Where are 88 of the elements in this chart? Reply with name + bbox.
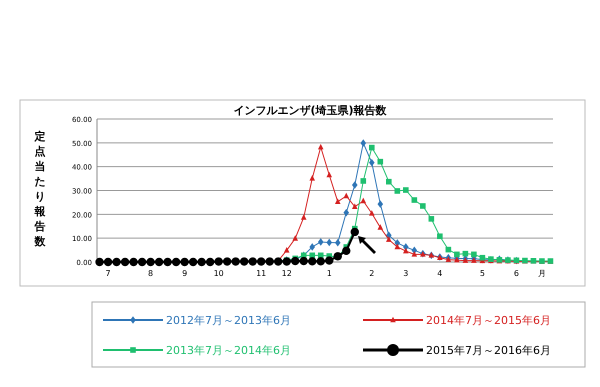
point xyxy=(138,258,146,266)
x-tick-label: 1 xyxy=(326,269,332,278)
point xyxy=(446,256,452,262)
point xyxy=(403,248,409,254)
point xyxy=(446,246,452,252)
x-tick-label: 2 xyxy=(369,269,374,278)
point xyxy=(309,175,316,181)
point xyxy=(420,203,426,209)
point xyxy=(352,203,358,210)
point xyxy=(471,252,477,258)
point xyxy=(240,257,248,266)
point xyxy=(129,258,138,266)
x-tick-label: 5 xyxy=(480,269,485,278)
point xyxy=(256,257,266,266)
x-tick-label: 11 xyxy=(256,269,266,278)
point xyxy=(300,256,308,266)
point xyxy=(342,246,350,255)
point xyxy=(197,258,206,266)
text: 2015年7月～2016年6月 xyxy=(426,344,551,357)
point xyxy=(394,188,400,194)
point xyxy=(222,257,232,266)
point xyxy=(248,257,257,266)
x-tick-label: 3 xyxy=(403,269,408,278)
point xyxy=(378,224,384,230)
x-tick-label: 10 xyxy=(214,269,224,278)
point xyxy=(378,200,384,208)
point xyxy=(360,139,366,147)
point xyxy=(326,172,332,178)
x-tick-label: 12 xyxy=(282,269,292,278)
point xyxy=(352,181,358,189)
point xyxy=(378,158,384,164)
point xyxy=(325,256,334,265)
point xyxy=(318,144,324,150)
y-axis-title: 定点当たり報告数 xyxy=(34,130,46,248)
point xyxy=(334,238,341,246)
point xyxy=(112,258,121,266)
point xyxy=(412,251,418,257)
text: 2014年7月～2015年6月 xyxy=(426,314,551,327)
x-tick-label: 6 xyxy=(514,269,519,278)
point xyxy=(309,243,316,251)
point xyxy=(437,233,443,240)
point xyxy=(206,258,214,266)
point xyxy=(146,258,155,266)
point xyxy=(462,250,468,256)
point xyxy=(120,258,130,266)
point xyxy=(231,257,240,266)
point xyxy=(334,198,341,204)
point xyxy=(95,258,104,266)
point xyxy=(386,178,392,184)
point xyxy=(471,257,477,263)
point xyxy=(368,158,375,166)
point xyxy=(316,257,325,266)
point xyxy=(350,228,359,236)
point xyxy=(368,210,375,216)
point xyxy=(343,192,350,198)
point xyxy=(454,252,460,258)
point xyxy=(300,214,307,220)
point xyxy=(308,257,316,266)
point xyxy=(360,198,366,204)
point xyxy=(386,236,392,242)
point xyxy=(403,187,409,193)
point xyxy=(163,258,172,266)
point xyxy=(104,258,112,266)
point xyxy=(343,208,350,216)
point xyxy=(368,144,375,150)
x-tick-label: 月 xyxy=(538,269,546,278)
point xyxy=(480,254,486,261)
point xyxy=(154,258,164,266)
point xyxy=(428,216,434,222)
x-tick-label: 8 xyxy=(148,269,154,278)
x-tick-label: 9 xyxy=(182,269,188,278)
point xyxy=(180,258,189,266)
point xyxy=(394,244,400,250)
point xyxy=(412,197,418,203)
x-tick-label: 4 xyxy=(437,269,442,278)
point xyxy=(326,238,332,246)
x-tick-label: 7 xyxy=(106,269,111,278)
point xyxy=(318,238,324,246)
point xyxy=(462,257,468,263)
point xyxy=(292,235,298,241)
point xyxy=(284,247,290,253)
point xyxy=(188,258,198,266)
point xyxy=(214,257,223,266)
text: 2012年7月～2013年6月 xyxy=(166,314,291,327)
text: 2013年7月～2014年6月 xyxy=(166,344,291,357)
point xyxy=(360,178,366,184)
chart-title: インフルエンザ(埼玉県)報告数 xyxy=(233,104,388,117)
point xyxy=(172,258,180,266)
